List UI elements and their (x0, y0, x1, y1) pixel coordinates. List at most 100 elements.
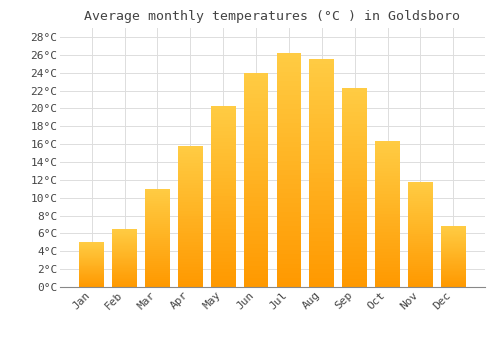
Bar (342, 96, 367, 100)
Bar (244, 236, 268, 240)
Bar (178, 281, 203, 284)
Bar (376, 258, 400, 261)
Bar (342, 175, 367, 180)
Bar (178, 239, 203, 242)
Bar (441, 260, 466, 261)
Bar (80, 257, 104, 258)
Bar (178, 174, 203, 177)
Bar (211, 244, 236, 247)
Bar (80, 267, 104, 268)
Bar (376, 238, 400, 240)
Bar (441, 251, 466, 252)
Bar (310, 214, 334, 219)
Bar (244, 214, 268, 218)
Bar (376, 156, 400, 159)
Bar (376, 229, 400, 232)
Bar (441, 233, 466, 235)
Bar (276, 137, 301, 142)
Bar (112, 273, 137, 274)
Bar (376, 232, 400, 235)
Bar (178, 157, 203, 160)
Bar (342, 211, 367, 215)
Bar (80, 256, 104, 257)
Bar (211, 258, 236, 261)
Bar (342, 120, 367, 124)
Bar (408, 268, 433, 270)
Bar (145, 273, 170, 275)
Bar (376, 185, 400, 188)
Bar (342, 239, 367, 243)
Bar (244, 103, 268, 107)
Bar (276, 109, 301, 114)
Bar (244, 159, 268, 163)
Bar (178, 233, 203, 236)
Bar (244, 253, 268, 257)
Bar (310, 232, 334, 237)
Bar (441, 228, 466, 229)
Bar (80, 266, 104, 267)
Bar (112, 258, 137, 259)
Bar (112, 250, 137, 251)
Bar (178, 186, 203, 188)
Bar (211, 127, 236, 131)
Bar (310, 255, 334, 260)
Bar (80, 262, 104, 263)
Bar (376, 159, 400, 162)
Bar (211, 207, 236, 211)
Bar (376, 194, 400, 197)
Bar (276, 62, 301, 67)
Bar (376, 150, 400, 153)
Bar (211, 251, 236, 254)
Bar (244, 266, 268, 270)
Bar (145, 208, 170, 210)
Bar (211, 261, 236, 265)
Bar (276, 95, 301, 100)
Bar (441, 272, 466, 274)
Bar (112, 257, 137, 258)
Bar (112, 279, 137, 280)
Bar (112, 262, 137, 264)
Bar (376, 170, 400, 174)
Bar (408, 196, 433, 198)
Bar (211, 109, 236, 113)
Bar (342, 187, 367, 191)
Bar (376, 252, 400, 255)
Bar (178, 247, 203, 250)
Bar (310, 273, 334, 278)
Bar (211, 117, 236, 120)
Bar (376, 243, 400, 246)
Bar (342, 183, 367, 187)
Bar (408, 264, 433, 266)
Bar (276, 81, 301, 86)
Bar (408, 201, 433, 203)
Bar (342, 195, 367, 199)
Bar (376, 182, 400, 185)
Bar (276, 208, 301, 212)
Bar (211, 124, 236, 127)
Bar (408, 228, 433, 230)
Bar (441, 264, 466, 265)
Bar (276, 254, 301, 259)
Bar (310, 241, 334, 246)
Bar (244, 184, 268, 188)
Bar (342, 271, 367, 275)
Bar (276, 245, 301, 250)
Bar (276, 58, 301, 62)
Bar (112, 266, 137, 267)
Bar (178, 171, 203, 174)
Bar (310, 278, 334, 282)
Bar (276, 53, 301, 287)
Bar (244, 218, 268, 223)
Bar (408, 258, 433, 260)
Bar (211, 225, 236, 229)
Bar (112, 249, 137, 250)
Bar (276, 189, 301, 194)
Bar (145, 240, 170, 242)
Bar (276, 217, 301, 222)
Bar (408, 232, 433, 234)
Bar (276, 184, 301, 189)
Bar (211, 149, 236, 153)
Bar (112, 271, 137, 272)
Bar (178, 214, 203, 216)
Bar (211, 106, 236, 287)
